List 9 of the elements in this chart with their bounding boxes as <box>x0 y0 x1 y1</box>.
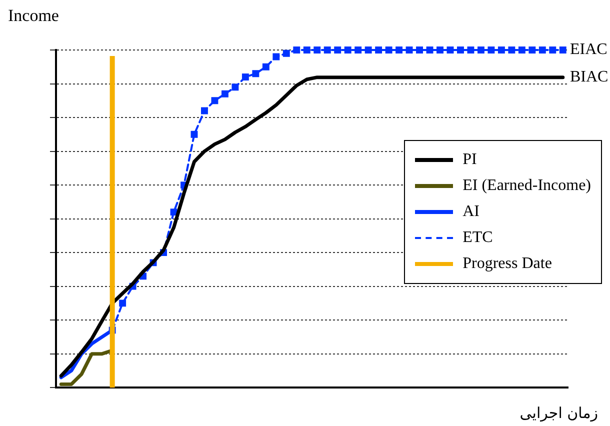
y-axis-title: Income <box>8 6 59 26</box>
legend-label: AI <box>462 203 480 221</box>
legend-label: EI (Earned-Income) <box>462 177 591 195</box>
legend-label: ETC <box>462 229 493 247</box>
x-axis-title: زمان اجرایی <box>520 404 598 422</box>
text: BIAC <box>570 68 608 86</box>
annotation: Progress Date <box>462 255 552 273</box>
legend-label: PI <box>462 151 477 169</box>
text: EIAC <box>570 41 608 58</box>
